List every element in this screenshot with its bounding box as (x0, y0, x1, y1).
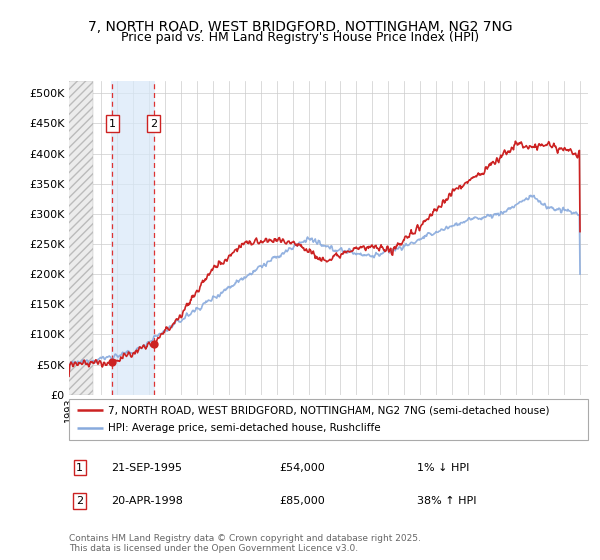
Text: HPI: Average price, semi-detached house, Rushcliffe: HPI: Average price, semi-detached house,… (108, 423, 380, 433)
Bar (61, 81, 93, 395)
FancyBboxPatch shape (69, 399, 588, 440)
Text: Price paid vs. HM Land Registry's House Price Index (HPI): Price paid vs. HM Land Registry's House … (121, 31, 479, 44)
Text: 1: 1 (76, 463, 83, 473)
Text: 38% ↑ HPI: 38% ↑ HPI (417, 496, 476, 506)
Text: 21-SEP-1995: 21-SEP-1995 (111, 463, 182, 473)
Text: £54,000: £54,000 (279, 463, 325, 473)
Text: £85,000: £85,000 (279, 496, 325, 506)
Text: 1: 1 (109, 119, 116, 129)
Text: 2: 2 (76, 496, 83, 506)
Text: 20-APR-1998: 20-APR-1998 (111, 496, 183, 506)
Text: 1% ↓ HPI: 1% ↓ HPI (417, 463, 469, 473)
Text: 7, NORTH ROAD, WEST BRIDGFORD, NOTTINGHAM, NG2 7NG: 7, NORTH ROAD, WEST BRIDGFORD, NOTTINGHA… (88, 20, 512, 34)
Text: 2: 2 (150, 119, 157, 129)
Bar (111, 81, 155, 395)
Text: 7, NORTH ROAD, WEST BRIDGFORD, NOTTINGHAM, NG2 7NG (semi-detached house): 7, NORTH ROAD, WEST BRIDGFORD, NOTTINGHA… (108, 405, 550, 415)
Text: Contains HM Land Registry data © Crown copyright and database right 2025.
This d: Contains HM Land Registry data © Crown c… (69, 534, 421, 553)
